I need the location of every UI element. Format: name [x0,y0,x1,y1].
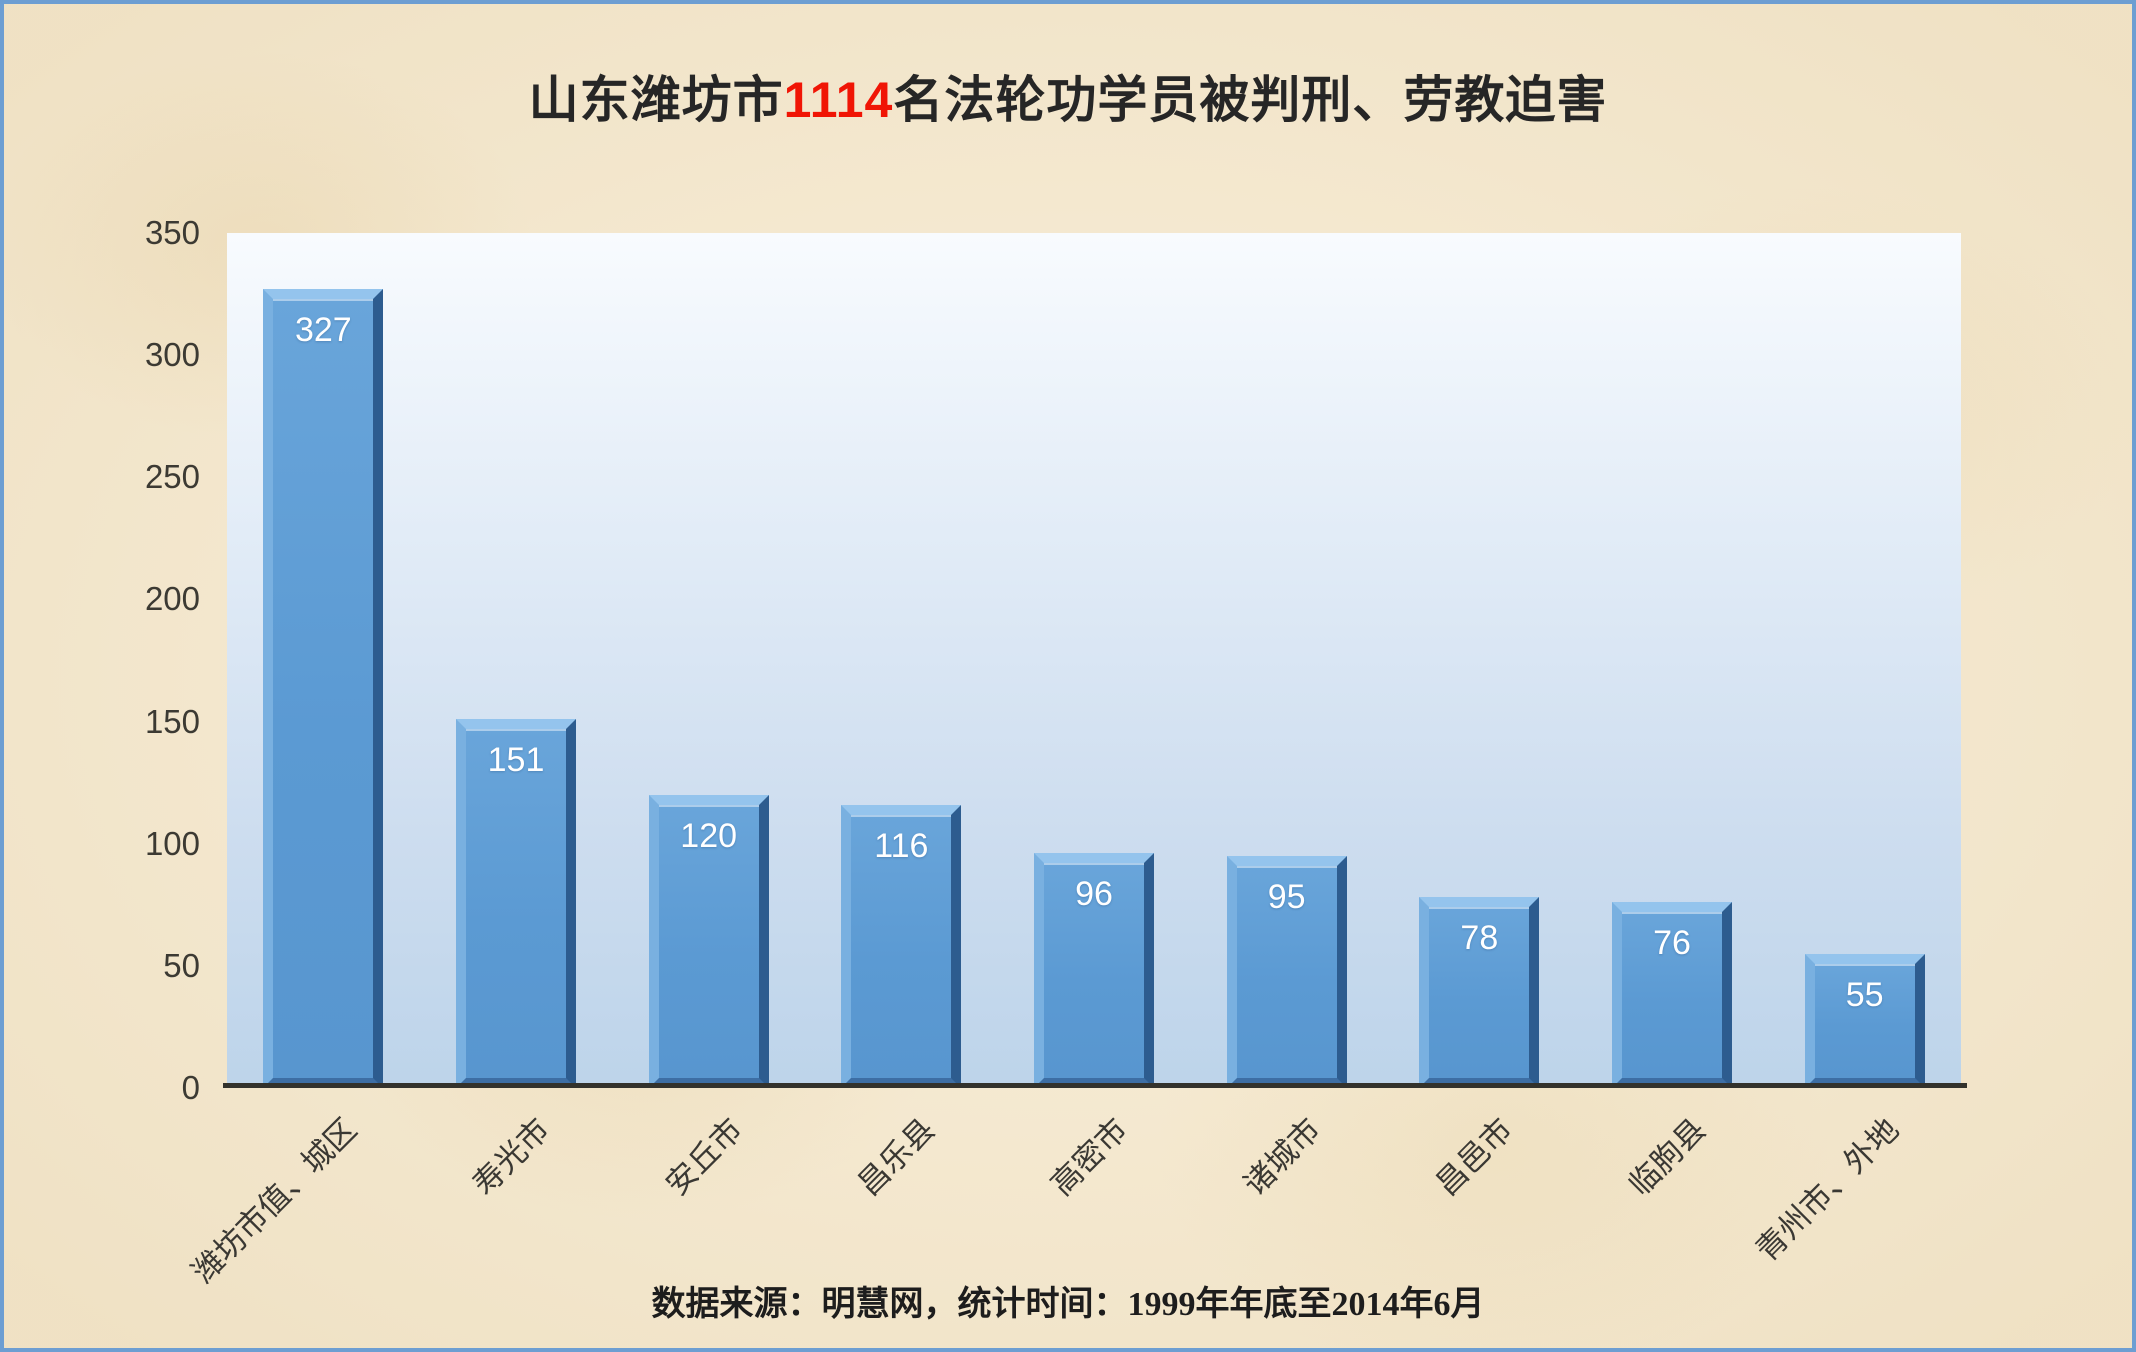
bar-value-label: 120 [680,816,738,855]
bar: 151 [456,719,576,1088]
bar: 96 [1034,853,1154,1088]
source-note-prefix: 数据来源：明慧网，统计时间： [651,1286,1128,1323]
chart-title: 山东潍坊市1114名法轮功学员被判刑、劳教迫害 [4,60,2132,132]
x-category-label: 临朐县 [1621,1111,1713,1203]
bar: 55 [1804,953,1925,1088]
bar-value-label: 95 [1267,877,1306,916]
bar: 327 [263,289,384,1088]
bar-value-label: 96 [1075,875,1113,914]
x-category-label: 诸城市 [1236,1111,1328,1203]
title-suffix: 名法轮功学员被判刑、劳教迫害 [893,72,1608,128]
y-tick-label: 150 [144,702,200,740]
x-category-label: 青州市、外地 [1748,1111,1906,1268]
y-tick-label: 250 [144,458,200,496]
bar-value-label: 78 [1460,919,1499,958]
y-tick-label: 200 [144,580,200,618]
title-count-highlight: 1114 [783,72,894,128]
x-axis-line [223,1083,1967,1088]
source-note: 数据来源：明慧网，统计时间：1999年年底至2014年6月 [4,1276,2132,1325]
x-category-label: 高密市 [1043,1111,1135,1203]
bar-value-label: 76 [1653,924,1691,963]
bar: 76 [1612,902,1732,1088]
y-tick-label: 0 [181,1069,200,1106]
bar-value-label: 151 [487,741,545,780]
source-note-period: 1999年年底至2014年6月 [1127,1286,1485,1323]
title-prefix: 山东潍坊市 [528,72,784,128]
y-tick-label: 100 [144,824,200,862]
x-category-label: 潍坊市值、城区 [185,1111,364,1290]
bar: 116 [841,804,962,1088]
bar: 78 [1419,897,1540,1088]
bar: 95 [1226,855,1347,1088]
y-tick-label: 300 [144,336,200,374]
x-category-label: 安丘市 [658,1111,750,1203]
bar-value-label: 327 [294,311,352,350]
bar: 120 [648,794,769,1088]
bar-value-label: 116 [874,826,929,865]
y-tick-label: 350 [144,214,200,251]
x-category-label: 寿光市 [465,1111,557,1203]
bar-value-label: 55 [1845,975,1884,1014]
x-category-label: 昌邑市 [1429,1111,1520,1203]
y-tick-label: 50 [163,946,200,984]
x-category-label: 昌乐县 [851,1111,942,1203]
